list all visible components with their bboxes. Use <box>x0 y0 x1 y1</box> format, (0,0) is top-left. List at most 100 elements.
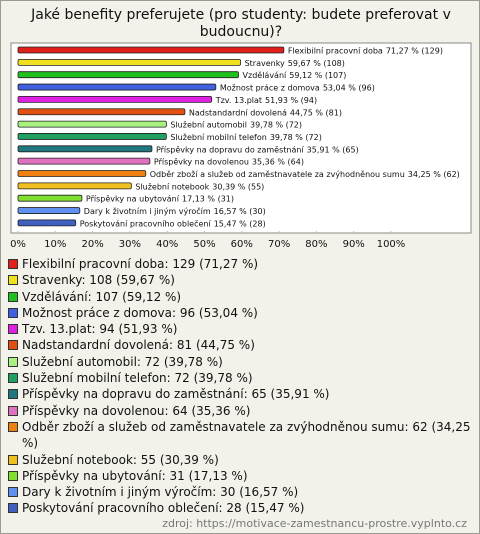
legend-entry: Služební automobil: 72 (39,78 %) <box>8 354 474 370</box>
x-tick-label: 20% <box>81 239 103 250</box>
legend-entry: Tzv. 13.plat: 94 (51,93 %) <box>8 321 474 337</box>
value-label: 53,04 % (96) <box>323 83 375 92</box>
legend-swatch <box>8 503 18 514</box>
bar-label: Nadstandardní dovolená 44,75 % (81) <box>189 108 342 117</box>
category-label: Tzv. 13.plat <box>215 95 262 104</box>
bar <box>17 194 83 202</box>
legend-swatch <box>8 340 18 351</box>
category-label: Odběr zboží a služeb od zaměstnavatele z… <box>150 170 405 179</box>
value-label: 16,57 % (30) <box>214 207 266 216</box>
legend-label: Příspěvky na dovolenou: 64 (35,36 %) <box>22 403 251 418</box>
legend-swatch <box>8 470 18 481</box>
legend-swatch <box>8 421 18 432</box>
x-tick-label: 40% <box>156 239 178 250</box>
legend-swatch <box>8 389 18 400</box>
bar <box>17 96 213 103</box>
category-label: Nadstandardní dovolená <box>189 108 287 117</box>
value-label: 15,47 % (28) <box>214 219 266 228</box>
legend-entry: Odběr zboží a služeb od zaměstnavatele z… <box>8 419 474 452</box>
category-label: Příspěvky na ubytování <box>86 194 180 203</box>
chart-title: Jaké benefity preferujete (pro studenty:… <box>31 7 451 40</box>
bar-label: Tzv. 13.plat 51,93 % (94) <box>215 95 317 104</box>
value-label: 51,93 % (94) <box>265 95 317 104</box>
category-label: Vzdělávání <box>243 71 288 80</box>
legend-swatch <box>8 356 18 367</box>
legend-entry: Služební notebook: 55 (30,39 %) <box>8 452 474 468</box>
legend-entry: Poskytování pracovního oblečení: 28 (15,… <box>8 500 474 516</box>
value-label: 39,78 % (72) <box>270 132 322 141</box>
legend-entry: Služební mobilní telefon: 72 (39,78 %) <box>8 370 474 386</box>
bar-label: Služební notebook 30,39 % (55) <box>135 182 264 191</box>
category-label: Příspěvky na dovolenou <box>154 157 249 166</box>
category-label: Stravenky <box>245 58 285 67</box>
legend-label: Služební mobilní telefon: 72 (39,78 %) <box>22 371 253 386</box>
legend-label: Možnost práce z domova: 96 (53,04 %) <box>22 305 258 320</box>
legend-entry: Možnost práce z domova: 96 (53,04 %) <box>8 305 474 321</box>
bar <box>17 207 81 214</box>
value-label: 59,67 % (108) <box>288 58 345 67</box>
category-label: Flexibilní pracovní doba <box>288 46 383 55</box>
bar <box>17 145 153 153</box>
bar <box>17 182 132 190</box>
category-label: Příspěvky na dopravu do zaměstnání <box>156 145 305 154</box>
legend-label: Tzv. 13.plat: 94 (51,93 %) <box>22 322 178 337</box>
legend-swatch <box>8 487 18 498</box>
value-label: 30,39 % (55) <box>212 182 264 191</box>
value-label: 71,27 % (129) <box>386 46 443 55</box>
bar-label: Odběr zboží a služeb od zaměstnavatele z… <box>150 170 460 179</box>
legend-swatch <box>8 307 18 318</box>
bar-label: Dary k životním i jiným výročím 16,57 % (… <box>84 206 266 216</box>
bar-label: Služební mobilní telefon 39,78 % (72) <box>170 132 321 141</box>
legend-swatch <box>8 405 18 416</box>
legend-label: Služební notebook: 55 (30,39 %) <box>22 452 219 467</box>
bar-label: Poskytování pracovního oblečení 15,47 % (… <box>80 218 266 228</box>
x-tick-label: 60% <box>231 239 253 250</box>
legend-entry: Nadstandardní dovolená: 81 (44,75 %) <box>8 337 474 353</box>
bar-label: Příspěvky na dovolenou 35,36 % (64) <box>154 157 304 166</box>
legend-entry: Stravenky: 108 (59,67 %) <box>8 272 474 288</box>
legend-swatch <box>8 291 18 302</box>
x-tick-label: 50% <box>193 239 215 250</box>
bar-label: Stravenky 59,67 % (108) <box>245 58 345 67</box>
category-label: Možnost práce z domova <box>220 83 320 92</box>
legend-label: Vzdělávání: 107 (59,12 %) <box>22 289 182 304</box>
bar <box>17 71 239 79</box>
bar-label: Možnost práce z domova 53,04 % (96) <box>220 83 375 92</box>
category-label: Služební notebook <box>135 182 209 191</box>
category-label: Dary k životním i jiným výročím <box>84 206 211 216</box>
value-label: 44,75 % (81) <box>290 108 342 117</box>
value-label: 35,36 % (64) <box>252 157 304 166</box>
bar <box>17 46 285 54</box>
legend-swatch <box>8 324 18 335</box>
value-label: 17,13 % (31) <box>182 194 234 203</box>
legend-entry: Flexibilní pracovní doba: 129 (71,27 %) <box>8 256 474 272</box>
x-tick-label: 80% <box>305 239 327 250</box>
legend-entry: Příspěvky na dopravu do zaměstnání: 65 (… <box>8 386 474 402</box>
x-tick-label: 100% <box>377 239 406 250</box>
legend-swatch <box>8 373 18 384</box>
legend-label: Flexibilní pracovní doba: 129 (71,27 %) <box>22 257 259 271</box>
bar <box>17 219 77 227</box>
bar-label: Příspěvky na ubytování 17,13 % (31) <box>86 194 234 203</box>
legend-label: Poskytování pracovního oblečení: 28 (15,… <box>22 501 305 516</box>
x-tick-label: 70% <box>268 239 290 250</box>
category-label: Poskytování pracovního oblečení <box>80 218 212 228</box>
bar-label: Flexibilní pracovní doba 71,27 % (129) <box>288 46 443 55</box>
legend-swatch <box>8 259 18 269</box>
legend-label: Stravenky: 108 (59,67 %) <box>22 273 175 288</box>
value-label: 35,91 % (65) <box>307 145 359 154</box>
legend-entry: Příspěvky na ubytování: 31 (17,13 %) <box>8 468 474 484</box>
x-tick-label: 0% <box>10 239 26 250</box>
legend-entry: Příspěvky na dovolenou: 64 (35,36 %) <box>8 403 474 419</box>
legend-entry: Vzdělávání: 107 (59,12 %) <box>8 289 474 305</box>
bar <box>17 58 241 66</box>
category-label: Služební mobilní telefon <box>170 132 266 141</box>
value-label: 39,78 % (72) <box>250 120 302 129</box>
legend-label: Příspěvky na dopravu do zaměstnání: 65 (… <box>22 387 330 402</box>
legend-swatch <box>8 275 18 286</box>
bar <box>17 83 217 91</box>
x-tick-label: 10% <box>44 239 66 250</box>
plot: 0% 10% 20% 30% 40% 50% 60% 70% 80% 90% 100% Flexibi… <box>10 42 472 250</box>
x-tick-label: 30% <box>119 239 141 250</box>
